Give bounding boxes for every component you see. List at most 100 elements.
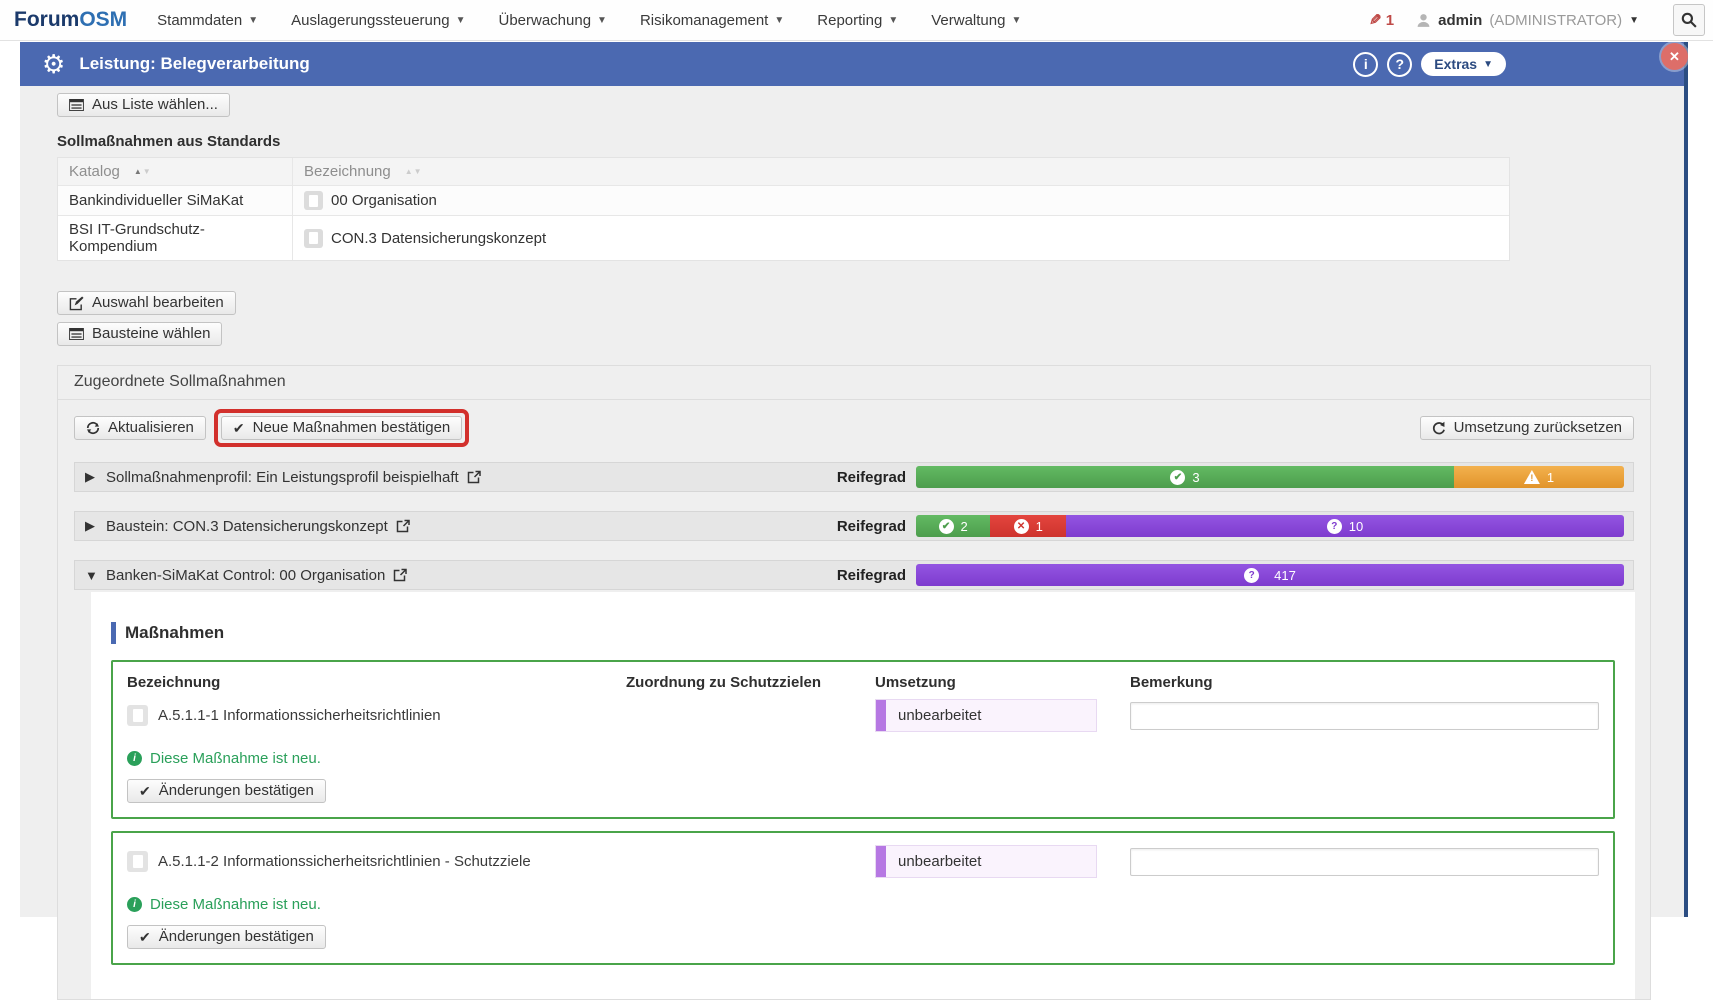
segment-unknown[interactable]: ?417 (916, 564, 1624, 586)
user-name: admin (1438, 12, 1482, 29)
pending-changes-count: 1 (1386, 12, 1394, 29)
user-menu[interactable]: admin (ADMINISTRATOR) ▼ (1416, 12, 1639, 29)
chevron-down-icon: ▼ (456, 15, 466, 26)
chevron-down-icon: ▼ (1483, 59, 1493, 70)
status-select[interactable]: unbearbeitet (875, 699, 1097, 732)
reset-implementation-button[interactable]: Umsetzung zurücksetzen (1420, 416, 1634, 440)
reifegrad-label: Reifegrad (837, 469, 906, 486)
choose-modules-button[interactable]: Bausteine wählen (57, 322, 222, 346)
app-logo[interactable]: ForumOSM (14, 8, 127, 32)
refresh-button[interactable]: Aktualisieren (74, 416, 206, 440)
top-navbar: ForumOSM Stammdaten▼ Auslagerungssteueru… (0, 0, 1713, 41)
pending-changes-indicator[interactable]: ✎1 (1369, 11, 1394, 29)
group-title: Sollmaßnahmenprofil: Ein Leistungsprofil… (106, 469, 481, 486)
massnahmen-heading-label: Maßnahmen (125, 623, 224, 643)
check-circle-icon: ✔ (939, 519, 954, 534)
chevron-right-icon[interactable]: ▶ (85, 518, 97, 534)
group-title-label: Sollmaßnahmenprofil: Ein Leistungsprofil… (106, 469, 459, 486)
assigned-section: Zugeordnete Sollmaßnahmen Aktualisieren … (57, 365, 1651, 1000)
menu-ueberwachung[interactable]: Überwachung▼ (498, 12, 606, 29)
bezeichnung-label: 00 Organisation (331, 192, 437, 209)
status-value: unbearbeitet (898, 853, 981, 870)
info-icon: i (1364, 56, 1368, 72)
note-input[interactable] (1130, 702, 1599, 730)
question-circle-icon: ? (1244, 568, 1259, 583)
bezeichnung-label: CON.3 Datensicherungskonzept (331, 230, 546, 247)
status-select[interactable]: unbearbeitet (875, 845, 1097, 878)
info-button[interactable]: i (1353, 52, 1378, 77)
reset-icon (1432, 421, 1446, 435)
external-link-icon[interactable] (396, 519, 410, 533)
chevron-down-icon: ▼ (1011, 15, 1021, 26)
menu-risikomanagement[interactable]: Risikomanagement▼ (640, 12, 784, 29)
new-measure-message: iDiese Maßnahme ist neu. (127, 750, 1599, 767)
search-button[interactable] (1673, 4, 1705, 36)
reifegrad-bar: ✔3 !1 (916, 466, 1624, 488)
document-icon[interactable] (127, 851, 148, 872)
column-header-katalog[interactable]: Katalog▲▼ (58, 158, 293, 185)
document-icon (304, 229, 323, 248)
menu-auslagerungssteuerung[interactable]: Auslagerungssteuerung▼ (291, 12, 465, 29)
table-row[interactable]: BSI IT-Grundschutz-Kompendium CON.3 Date… (58, 216, 1509, 260)
search-icon (1681, 12, 1698, 29)
x-circle-icon: ✕ (1014, 519, 1029, 534)
choose-from-list-button[interactable]: Aus Liste wählen... (57, 93, 230, 117)
status-color-strip (876, 846, 886, 877)
segment-count: 2 (961, 519, 968, 534)
segment-warn[interactable]: !1 (1454, 466, 1624, 488)
measure-group-row[interactable]: ▼ Banken-SiMaKat Control: 00 Organisatio… (74, 560, 1634, 590)
close-icon: ✕ (1669, 49, 1680, 65)
group-title: Baustein: CON.3 Datensicherungskonzept (106, 518, 410, 535)
modal-header: ⚙ Leistung: Belegverarbeitung i ? Extras… (20, 42, 1684, 86)
menu-label: Verwaltung (931, 12, 1005, 29)
menu-reporting[interactable]: Reporting▼ (817, 12, 898, 29)
column-label: Katalog (69, 163, 120, 180)
help-button[interactable]: ? (1387, 52, 1412, 77)
external-link-icon[interactable] (393, 568, 407, 582)
document-icon (304, 191, 323, 210)
chevron-right-icon[interactable]: ▶ (85, 469, 97, 485)
modal-title: Leistung: Belegverarbeitung (79, 54, 309, 74)
segment-count: 1 (1547, 470, 1554, 485)
edit-selection-button[interactable]: Auswahl bearbeiten (57, 291, 236, 315)
new-measure-text: Diese Maßnahme ist neu. (150, 896, 321, 913)
confirm-new-measures-button[interactable]: ✔ Neue Maßnahmen bestätigen (221, 416, 462, 440)
status-color-strip (876, 700, 886, 731)
measure-group-row[interactable]: ▶ Sollmaßnahmenprofil: Ein Leistungsprof… (74, 462, 1634, 492)
user-icon (1416, 13, 1431, 28)
confirm-changes-button[interactable]: ✔Änderungen bestätigen (127, 779, 326, 803)
column-header-bezeichnung[interactable]: Bezeichnung▲▼ (293, 158, 1509, 185)
segment-count: 10 (1349, 519, 1363, 534)
close-button[interactable]: ✕ (1661, 43, 1688, 70)
edit-selection-label: Auswahl bearbeiten (92, 294, 224, 313)
extras-label: Extras (1434, 56, 1477, 72)
measure-group-row[interactable]: ▶ Baustein: CON.3 Datensicherungskonzept… (74, 511, 1634, 541)
menu-label: Risikomanagement (640, 12, 768, 29)
bezeichnung-cell: CON.3 Datensicherungskonzept (293, 216, 1509, 260)
note-input[interactable] (1130, 848, 1599, 876)
logo-part-1: Forum (14, 8, 79, 31)
extras-button[interactable]: Extras ▼ (1421, 52, 1506, 76)
external-link-icon[interactable] (467, 470, 481, 484)
menu-verwaltung[interactable]: Verwaltung ▼ (931, 12, 1021, 29)
segment-unknown[interactable]: ? 10 (1066, 515, 1624, 537)
menu-stammdaten[interactable]: Stammdaten▼ (157, 12, 258, 29)
segment-fail[interactable]: ✕1 (990, 515, 1066, 537)
table-row[interactable]: Bankindividueller SiMaKat 00 Organisatio… (58, 186, 1509, 216)
segment-count: 1 (1036, 519, 1043, 534)
main-menu: Stammdaten▼ Auslagerungssteuerung▼ Überw… (157, 12, 1021, 29)
reset-implementation-label: Umsetzung zurücksetzen (1454, 419, 1622, 438)
question-circle-icon: ? (1327, 519, 1342, 534)
segment-ok[interactable]: ✔3 (916, 466, 1454, 488)
expanded-group-panel: Maßnahmen Bezeichnung Zuordnung zu Schut… (91, 592, 1635, 999)
measure-name-label: A.5.1.1-1 Informationssicherheitsrichtli… (158, 707, 441, 724)
group-title: Banken-SiMaKat Control: 00 Organisation (106, 567, 407, 584)
document-icon[interactable] (127, 705, 148, 726)
reifegrad-label: Reifegrad (837, 518, 906, 535)
chevron-down-icon[interactable]: ▼ (85, 568, 97, 583)
segment-ok[interactable]: ✔2 (916, 515, 990, 537)
katalog-cell: BSI IT-Grundschutz-Kompendium (58, 216, 293, 260)
confirm-changes-button[interactable]: ✔Änderungen bestätigen (127, 925, 326, 949)
menu-label: Stammdaten (157, 12, 242, 29)
list-icon (69, 99, 84, 111)
